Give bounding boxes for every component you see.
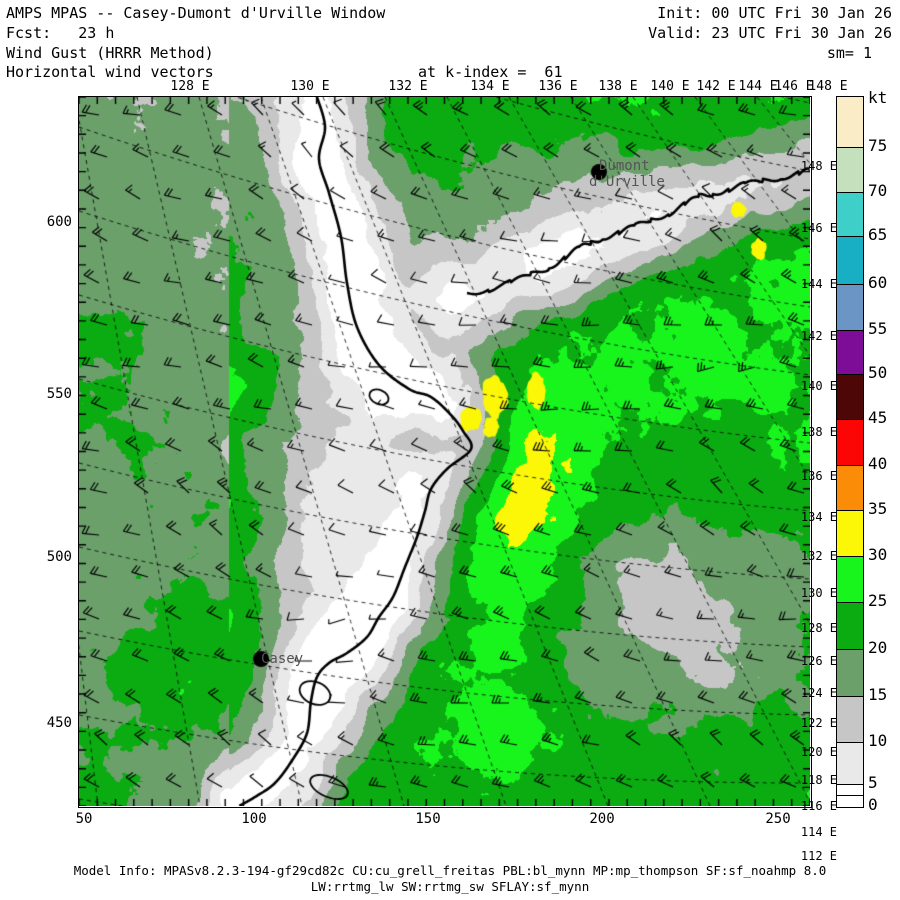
colorbar-segment [837, 236, 863, 285]
lon-tick-right: 118 E [800, 773, 837, 787]
colorbar-segment [837, 784, 863, 796]
lon-tick-right: 134 E [800, 510, 837, 524]
smoothing-label: sm= 1 [826, 44, 872, 62]
colorbar-segment [837, 795, 863, 807]
lon-tick-top: 148 E [808, 79, 848, 94]
colorbar-tick: 50 [868, 363, 888, 382]
colorbar-tick: 10 [868, 731, 888, 750]
colorbar-tick: 75 [868, 136, 888, 155]
window-title: AMPS MPAS -- Casey-Dumont d'Urville Wind… [6, 4, 386, 22]
colorbar-tick: 0 [868, 795, 878, 814]
colorbar-segment [837, 330, 863, 375]
top-longitude-axis: 128 E 130 E 132 E 134 E 136 E 138 E 140 E 142 E… [78, 79, 847, 96]
lon-tick-top: 142 E [696, 79, 736, 94]
colorbar-segment [837, 374, 863, 420]
station-label: Dumont [599, 158, 650, 174]
colorbar-segment [837, 419, 863, 466]
x-tick: 150 [415, 811, 441, 827]
lon-tick-right: 142 E [800, 329, 837, 343]
valid-time: Valid: 23 UTC Fri 30 Jan 26 [648, 24, 892, 42]
colorbar-unit-label: kt [868, 88, 888, 107]
colorbar-segment [837, 147, 863, 193]
lon-tick-right: 132 E [800, 549, 837, 563]
lon-tick-top: 146 E [774, 79, 814, 94]
colorbar-segment [837, 465, 863, 511]
colorbar-tick: 25 [868, 591, 888, 610]
colorbar-segment [837, 602, 863, 650]
colorbar-tick: 55 [868, 319, 888, 338]
lon-tick-right: 114 E [800, 825, 837, 839]
field-name: Wind Gust (HRRR Method) [6, 44, 214, 62]
bottom-x-axis: 50 100 150 200 250 [75, 811, 812, 832]
lon-tick-right: 126 E [800, 654, 837, 668]
lon-tick-right: 112 E [800, 849, 837, 863]
colorbar-segment [837, 556, 863, 603]
colorbar-tick: 70 [868, 181, 888, 200]
colorbar-tick: 60 [868, 273, 888, 292]
init-time: Init: 00 UTC Fri 30 Jan 26 [657, 4, 892, 22]
colorbar-tick: 15 [868, 685, 888, 704]
lon-tick-right: 120 E [800, 745, 837, 759]
wind-gust-field [79, 97, 810, 806]
colorbar-segment [837, 649, 863, 697]
y-tick: 450 [46, 715, 72, 731]
model-info-line2: LW:rrtmg_lw SW:rrtmg_sw SFLAY:sf_mynn [310, 879, 590, 894]
lon-tick-right: 148 E [800, 159, 837, 173]
forecast-hour: Fcst: 23 h [6, 24, 115, 42]
left-y-axis: 600 550 500 450 [18, 96, 72, 808]
lon-tick-right: 130 E [800, 586, 837, 600]
lon-tick-right: 138 E [800, 425, 837, 439]
colorbar-segment [837, 97, 863, 147]
x-tick: 200 [589, 811, 615, 827]
lon-tick-top: 128 E [170, 79, 210, 94]
colorbar-tick: 45 [868, 408, 888, 427]
lon-tick-right: 140 E [800, 379, 837, 393]
x-tick: 50 [75, 811, 93, 827]
vector-description: Horizontal wind vectors [6, 63, 214, 81]
colorbar-tick: 30 [868, 545, 888, 564]
y-tick: 600 [46, 214, 72, 230]
colorbar-tick: 35 [868, 499, 888, 518]
lon-tick-right: 136 E [800, 469, 837, 483]
colorbar-segment [837, 284, 863, 331]
right-longitude-axis: 148 E 146 E 144 E 142 E 140 E 138 E 136 E 134 E… [795, 96, 839, 862]
colorbar-tick: 65 [868, 225, 888, 244]
colorbar-tick: 20 [868, 638, 888, 657]
map-plot-area[interactable]: Dumont d'Urville Casey [78, 96, 812, 808]
x-tick: 250 [765, 811, 791, 827]
lon-tick-top: 140 E [650, 79, 690, 94]
y-tick: 550 [46, 386, 72, 402]
colorbar-tick: 40 [868, 454, 888, 473]
lon-tick-top: 144 E [738, 79, 778, 94]
colorbar [836, 96, 864, 808]
x-tick: 100 [241, 811, 267, 827]
lon-tick-top: 136 E [538, 79, 578, 94]
colorbar-tick-labels: 75 70 65 60 55 50 45 40 35 30 25 20 15 10 5 0 [866, 96, 900, 813]
colorbar-segment [837, 192, 863, 237]
model-info-line1: Model Info: MPASv8.2.3-194-gf29cd82c CU:… [73, 863, 827, 878]
lon-tick-top: 132 E [388, 79, 428, 94]
lon-tick-top: 130 E [290, 79, 330, 94]
lon-tick-right: 128 E [800, 621, 837, 635]
lon-tick-right: 124 E [800, 686, 837, 700]
lon-tick-right: 122 E [800, 716, 837, 730]
colorbar-segment [837, 510, 863, 557]
lon-tick-right: 116 E [800, 799, 837, 813]
lon-tick-right: 144 E [800, 277, 837, 291]
colorbar-segment [837, 696, 863, 743]
lon-tick-right: 146 E [800, 221, 837, 235]
station-label: d'Urville [589, 174, 665, 190]
colorbar-tick: 5 [868, 773, 878, 792]
k-index-label: at k-index = 61 [418, 63, 563, 81]
colorbar-segment [837, 742, 863, 785]
y-tick: 500 [46, 549, 72, 565]
lon-tick-top: 138 E [598, 79, 638, 94]
lon-tick-top: 134 E [470, 79, 510, 94]
station-label: Casey [261, 651, 304, 667]
